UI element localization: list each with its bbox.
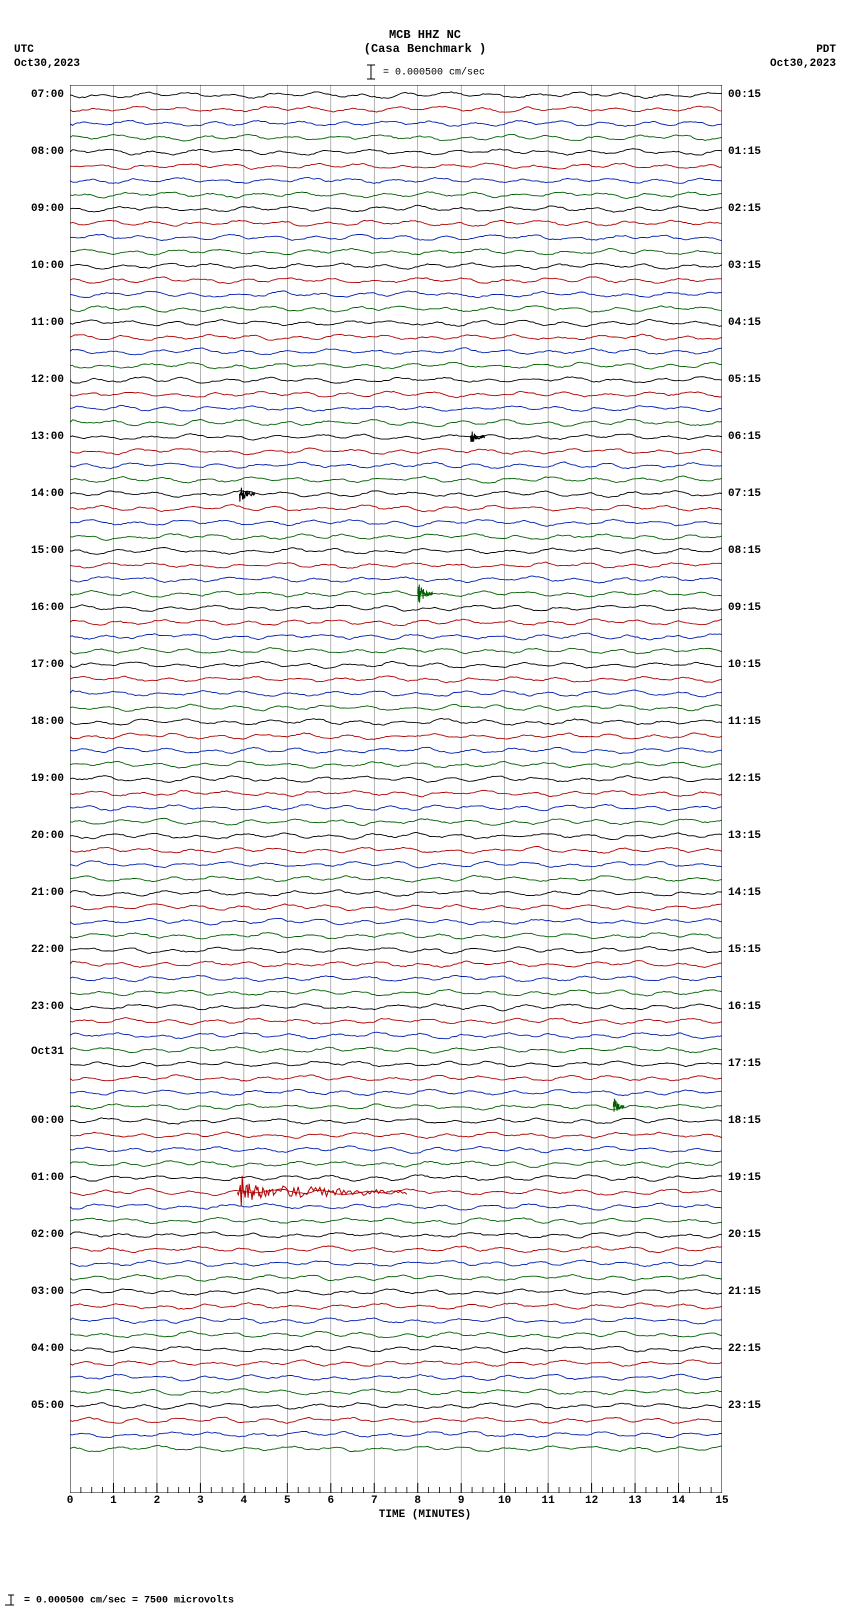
- utc-hour-label: 02:00: [0, 1229, 64, 1241]
- pdt-hour-label: 08:15: [728, 545, 761, 557]
- utc-hour-label: 03:00: [0, 1286, 64, 1298]
- utc-hour-label: 10:00: [0, 260, 64, 272]
- pdt-hour-label: 14:15: [728, 887, 761, 899]
- pdt-hour-label: 03:15: [728, 260, 761, 272]
- pdt-hour-label: 18:15: [728, 1115, 761, 1127]
- pdt-hour-label: 16:15: [728, 1001, 761, 1013]
- footnote: = 0.000500 cm/sec = 7500 microvolts: [4, 1593, 234, 1607]
- utc-hour-label: 09:00: [0, 203, 64, 215]
- pdt-hour-label: 06:15: [728, 431, 761, 443]
- pdt-hour-label: 00:15: [728, 89, 761, 101]
- utc-hour-label: 20:00: [0, 830, 64, 842]
- minute-tick-label: 7: [371, 1495, 378, 1507]
- pdt-hour-label: 23:15: [728, 1400, 761, 1412]
- minute-tick-label: 11: [542, 1495, 555, 1507]
- utc-hour-label: 07:00: [0, 89, 64, 101]
- pdt-hour-label: 20:15: [728, 1229, 761, 1241]
- pdt-hour-label: 02:15: [728, 203, 761, 215]
- pdt-hour-label: 21:15: [728, 1286, 761, 1298]
- minute-tick-label: 2: [154, 1495, 161, 1507]
- utc-hour-label: 12:00: [0, 374, 64, 386]
- minute-tick-label: 13: [628, 1495, 641, 1507]
- pdt-hour-label: 10:15: [728, 659, 761, 671]
- pdt-hour-label: 11:15: [728, 716, 761, 728]
- pdt-hour-label: 07:15: [728, 488, 761, 500]
- pdt-hour-label: 04:15: [728, 317, 761, 329]
- minute-tick-label: 6: [327, 1495, 334, 1507]
- utc-hour-label: 18:00: [0, 716, 64, 728]
- footnote-text: = 0.000500 cm/sec = 7500 microvolts: [24, 1596, 234, 1607]
- pdt-hour-label: 19:15: [728, 1172, 761, 1184]
- date-rollover-label: Oct31: [0, 1046, 64, 1058]
- utc-hour-label: 04:00: [0, 1343, 64, 1355]
- pdt-hour-label: 17:15: [728, 1058, 761, 1070]
- minute-tick-label: 14: [672, 1495, 685, 1507]
- utc-hour-label: 23:00: [0, 1001, 64, 1013]
- pdt-hour-label: 12:15: [728, 773, 761, 785]
- minute-tick-label: 5: [284, 1495, 291, 1507]
- minute-tick-label: 0: [67, 1495, 74, 1507]
- utc-hour-label: 16:00: [0, 602, 64, 614]
- minute-tick-label: 12: [585, 1495, 598, 1507]
- station-title-2: (Casa Benchmark ): [0, 42, 850, 56]
- y-axis-right: 00:15 01:15 02:15 03:15 04:15 05:15 06:15 07:15…: [724, 85, 824, 1493]
- minute-tick-label: 9: [458, 1495, 465, 1507]
- utc-hour-label: 00:00: [0, 1115, 64, 1127]
- scale-bar-text: = 0.000500 cm/sec: [383, 68, 485, 79]
- tz-right-label: PDT: [816, 44, 836, 56]
- pdt-hour-label: 15:15: [728, 944, 761, 956]
- station-title-1: MCB HHZ NC: [0, 28, 850, 42]
- seismogram-page: MCB HHZ NC (Casa Benchmark ) UTC Oct30,2…: [0, 0, 850, 1613]
- pdt-hour-label: 01:15: [728, 146, 761, 158]
- pdt-hour-label: 05:15: [728, 374, 761, 386]
- utc-hour-label: 13:00: [0, 431, 64, 443]
- helicorder-svg: [70, 85, 722, 1493]
- minute-tick-label: 3: [197, 1495, 204, 1507]
- utc-hour-label: 05:00: [0, 1400, 64, 1412]
- utc-hour-label: 14:00: [0, 488, 64, 500]
- minute-tick-label: 10: [498, 1495, 511, 1507]
- utc-hour-label: 15:00: [0, 545, 64, 557]
- helicorder-plot: [70, 85, 722, 1493]
- pdt-hour-label: 22:15: [728, 1343, 761, 1355]
- utc-hour-label: 17:00: [0, 659, 64, 671]
- utc-hour-label: 22:00: [0, 944, 64, 956]
- minute-tick-label: 1: [110, 1495, 117, 1507]
- minute-tick-label: 15: [715, 1495, 728, 1507]
- utc-hour-label: 01:00: [0, 1172, 64, 1184]
- pdt-hour-label: 13:15: [728, 830, 761, 842]
- minute-tick-label: 8: [414, 1495, 421, 1507]
- utc-hour-label: 19:00: [0, 773, 64, 785]
- minute-tick-label: 4: [241, 1495, 248, 1507]
- utc-hour-label: 11:00: [0, 317, 64, 329]
- scale-bar: = 0.000500 cm/sec: [0, 64, 850, 80]
- utc-hour-label: 21:00: [0, 887, 64, 899]
- pdt-hour-label: 09:15: [728, 602, 761, 614]
- x-axis-title: TIME (MINUTES): [0, 1509, 850, 1521]
- y-axis-left: 07:00 08:00 09:00 10:00 11:00 12:00 13:00 14:00…: [0, 85, 68, 1493]
- tz-left-label: UTC: [14, 44, 34, 56]
- utc-hour-label: 08:00: [0, 146, 64, 158]
